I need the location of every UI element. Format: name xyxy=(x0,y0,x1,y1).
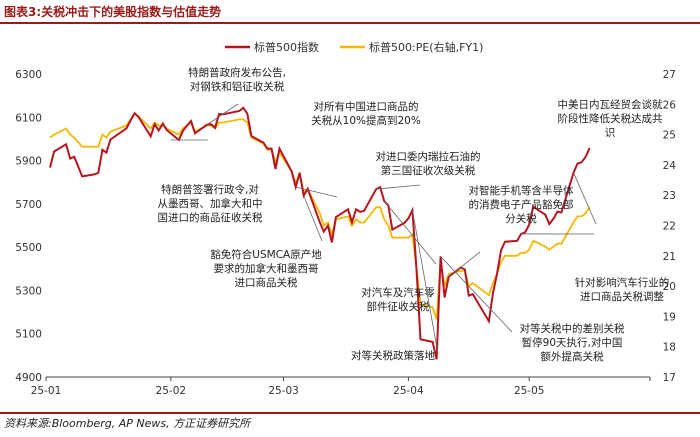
right-tick-label: 22 xyxy=(663,221,676,233)
series-line-pe xyxy=(49,112,591,320)
annotation-leader xyxy=(303,195,323,242)
source-note: 资料来源:Bloomberg, AP News, 方正证券研究所 xyxy=(4,417,251,430)
annotation-text: 第三国征收次级关税 xyxy=(381,164,476,177)
left-tick-label: 6100 xyxy=(15,112,42,124)
annotation-text: 对等关税政策落地 xyxy=(351,349,435,362)
annotation-leader xyxy=(295,186,338,198)
right-tick-label: 19 xyxy=(663,311,676,323)
annotation-text: 对所有中国进口商品的 xyxy=(314,100,419,113)
annotation-text: 从墨西哥、加拿大和中 xyxy=(158,197,263,210)
annotation-text: 中美日内瓦经贸会谈就 xyxy=(558,98,663,111)
legend-label-pe: 标普500:PE(右轴,FY1) xyxy=(369,40,483,54)
annotation-text: 特朗普签署行政令,对 xyxy=(161,183,259,196)
annotation-text: 阶段性降低关税达成共 xyxy=(558,112,663,125)
left-tick-label: 5700 xyxy=(15,199,42,211)
left-tick-label: 5500 xyxy=(15,242,42,254)
annotation-text: 对进口委内瑞拉石油的 xyxy=(376,150,481,163)
annotation-leader xyxy=(440,256,513,333)
figure-title: 图表3:关税冲击下的美股指数与估值走势 xyxy=(4,5,222,19)
annotation: 对等关税政策落地 xyxy=(351,210,439,362)
chart: 标普500指数 标普500:PE(右轴,FY1) 4900 5100 5300 550… xyxy=(15,40,677,397)
x-tick-label: 25-02 xyxy=(156,385,187,397)
annotation-text: 进口商品关税 xyxy=(235,276,298,289)
annotation-leader xyxy=(206,103,239,125)
annotation-text: 暂停90天执行,对中国 xyxy=(522,336,623,349)
x-tick-label: 25-05 xyxy=(514,385,545,397)
annotation-leader xyxy=(448,251,481,278)
x-tick-label: 25-03 xyxy=(268,385,299,397)
right-tick-label: 23 xyxy=(663,190,676,202)
left-tick-label: 5900 xyxy=(15,156,42,168)
annotation-text: 识 xyxy=(605,127,616,139)
left-tick-label: 4900 xyxy=(15,372,42,384)
annotation-leader xyxy=(376,184,421,190)
annotation-text: 豁免符合USMCA原产地 xyxy=(210,248,322,261)
x-axis-ticks: 25-01 25-02 25-03 25-04 25-05 xyxy=(31,377,651,397)
left-axis-ticks: 4900 5100 5300 5500 5700 5900 6100 6300 xyxy=(15,69,42,384)
annotation-leader xyxy=(383,200,437,265)
annotations: 特朗普政府发布公告,对钢铁和铝征收关税对所有中国进口商品的关税从10%提高到20… xyxy=(158,66,670,363)
title-rule xyxy=(0,22,700,24)
annotation: 特朗普政府发布公告,对钢铁和铝征收关税 xyxy=(188,66,286,125)
annotation-text: 针对影响汽车行业的 xyxy=(575,276,670,289)
annotation-text: 分关税 xyxy=(505,212,537,225)
annotation-text: 对智能手机等含半导体 xyxy=(469,184,574,197)
annotation-text: 关税从10%提高到20% xyxy=(311,114,421,127)
right-axis-ticks: 17 18 19 20 21 22 23 24 25 26 27 xyxy=(663,69,677,384)
annotation-text: 的消费电子产品豁免部 xyxy=(469,198,574,211)
right-tick-label: 21 xyxy=(663,251,676,263)
annotation-text: 国进口的商品征收关税 xyxy=(158,211,263,224)
annotation-text: 对钢铁和铝征收关税 xyxy=(190,80,285,93)
x-tick-label: 25-01 xyxy=(31,385,62,397)
annotation-text: 进口商品关税调整 xyxy=(580,290,664,303)
bottom-rule xyxy=(0,412,700,414)
annotation-text: 对等关税中的差别关税 xyxy=(520,322,625,335)
right-tick-label: 20 xyxy=(663,281,676,293)
x-tick-label: 25-04 xyxy=(393,385,424,397)
series-line-spx xyxy=(49,106,591,360)
right-tick-label: 27 xyxy=(663,69,676,81)
legend-label-spx: 标普500指数 xyxy=(254,40,319,54)
right-tick-label: 26 xyxy=(663,99,677,111)
annotation-text: 要求的加拿大和墨西哥 xyxy=(214,262,319,275)
left-tick-label: 5100 xyxy=(15,329,42,341)
legend: 标普500指数 标普500:PE(右轴,FY1) xyxy=(225,40,483,54)
annotation-text: 部件征收关税 xyxy=(367,300,430,313)
annotation-leader xyxy=(412,210,439,355)
left-tick-label: 5300 xyxy=(15,285,42,297)
right-tick-label: 17 xyxy=(663,372,676,384)
annotation-leader xyxy=(573,172,597,225)
right-tick-label: 18 xyxy=(663,342,676,354)
annotation-text: 额外提高关税 xyxy=(541,350,604,363)
left-tick-label: 6300 xyxy=(15,69,42,81)
right-tick-label: 25 xyxy=(663,130,676,142)
annotation-text: 特朗普政府发布公告, xyxy=(188,66,286,79)
right-tick-label: 24 xyxy=(663,160,677,172)
annotation-text: 对汽车及汽车零 xyxy=(361,286,435,299)
